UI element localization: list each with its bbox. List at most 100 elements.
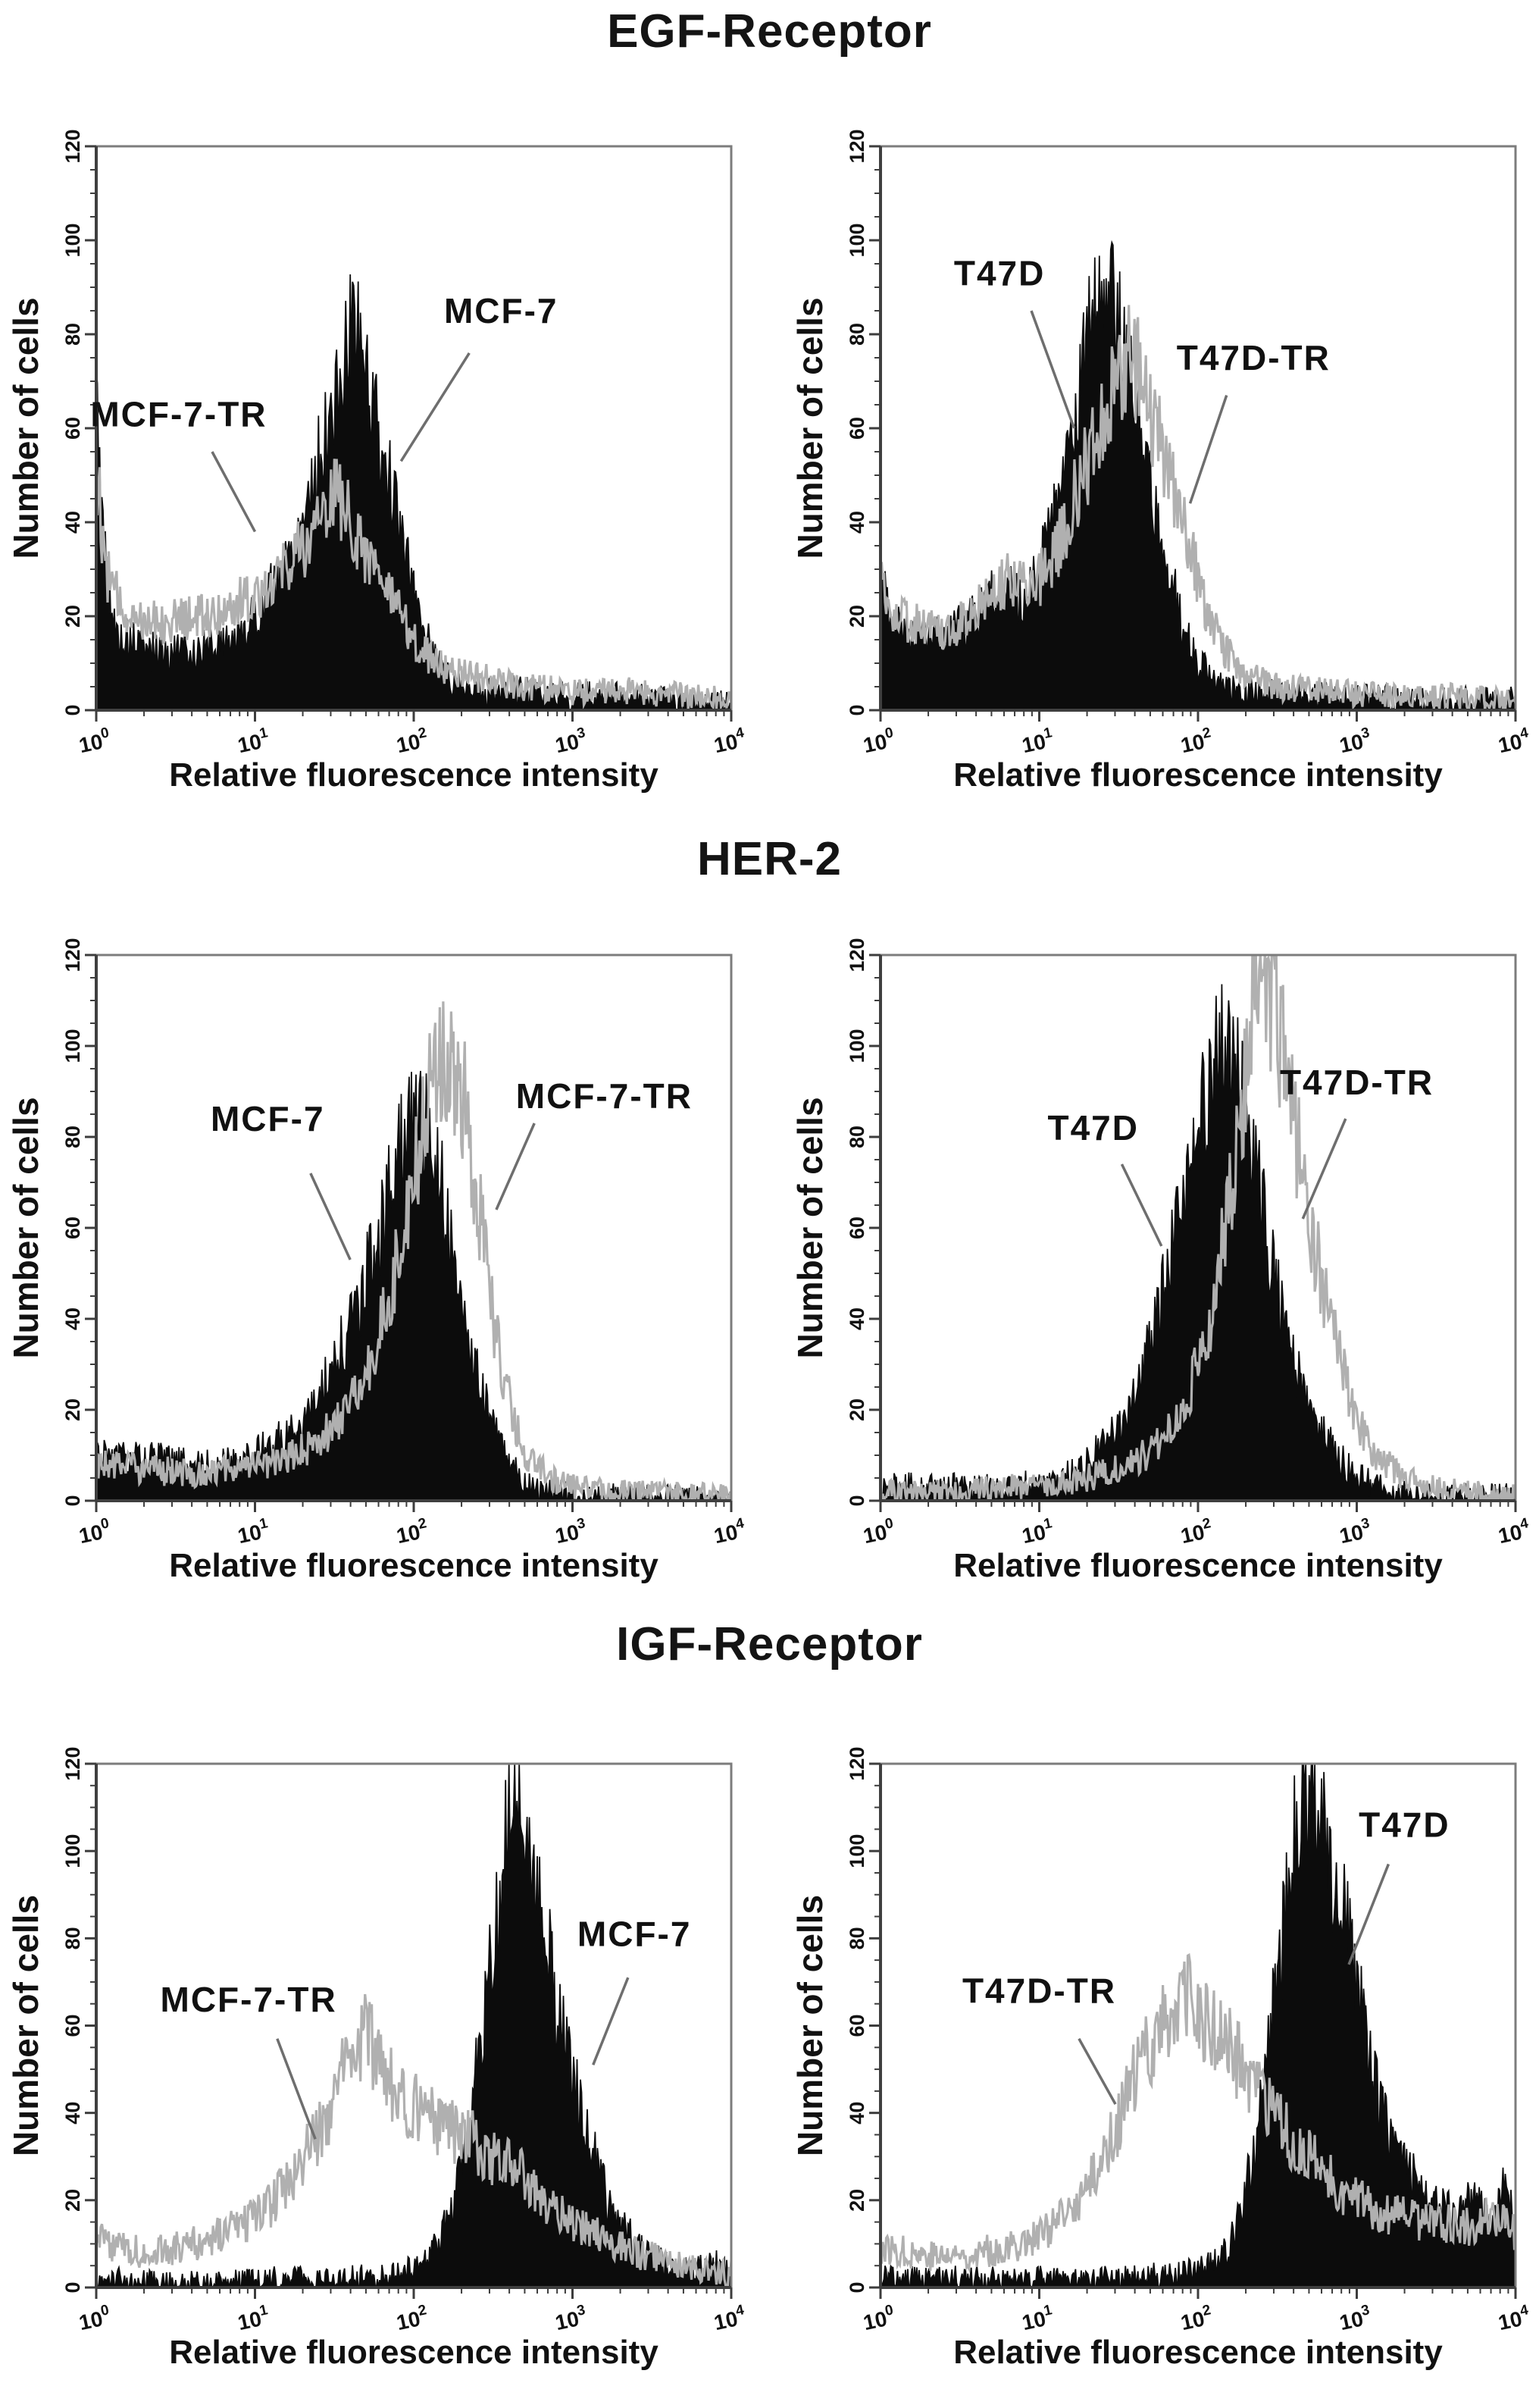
x-tick-label: 103 [1337, 725, 1373, 757]
x-tick-label: 102 [1178, 725, 1215, 757]
histogram-her2-mcf7: 0 20 40 60 80 100 120 100 101 102 103 104 Number of … [6, 938, 749, 1584]
y-tick-label: 120 [846, 1747, 868, 1781]
y-tick-label: 100 [61, 223, 84, 257]
x-axis-title: Relative fluorescence intensity [169, 1547, 658, 1584]
x-tick-label: 101 [235, 725, 272, 757]
annotation-line-T47D [1030, 310, 1076, 429]
y-tick-label: 20 [61, 1398, 84, 1421]
annotation-line-MCF-7-TR [211, 451, 257, 533]
y-tick-label: 40 [846, 1307, 868, 1330]
x-tick-label: 104 [1496, 2302, 1533, 2334]
series-filled-MCF-7 [96, 1070, 731, 1501]
series-filled-T47D [881, 1764, 1516, 2287]
y-tick-label: 80 [846, 323, 868, 346]
x-tick-label: 102 [394, 2302, 430, 2334]
y-tick-label: 40 [61, 1307, 84, 1330]
series-open-T47D-TR [881, 305, 1516, 710]
x-tick-label: 100 [77, 725, 113, 757]
annotation-label-MCF-7-TR: MCF-7-TR [161, 1980, 337, 2019]
series-open-MCF-7-TR [96, 1993, 731, 2287]
y-axis-title: Number of cells [790, 297, 830, 559]
y-tick-label: 100 [61, 1029, 84, 1063]
y-tick-label: 20 [61, 605, 84, 628]
y-tick-label: 20 [846, 1398, 868, 1421]
y-tick-label: 0 [61, 2281, 84, 2293]
x-tick-label: 100 [77, 2302, 113, 2334]
x-axis-title: Relative fluorescence intensity [169, 2334, 658, 2371]
histogram-igfr-mcf7: 0 20 40 60 80 100 120 100 101 102 103 104 Number of … [6, 1747, 749, 2371]
plot-area [881, 1764, 1516, 2287]
x-tick-label: 102 [394, 1515, 430, 1548]
x-tick-label: 101 [1019, 725, 1056, 757]
annotation-line-T47D-TR [1078, 2037, 1117, 2106]
annotation-line-T47D [1347, 1863, 1390, 1965]
y-tick-label: 20 [846, 2189, 868, 2212]
series-open-T47D-TR [881, 955, 1516, 1501]
x-tick-label: 102 [1178, 1515, 1215, 1548]
annotation-line-MCF-7-TR [276, 2038, 317, 2140]
annotation-label-MCF-7: MCF-7 [577, 1915, 692, 1954]
annotation-label-T47D: T47D [1047, 1108, 1138, 1148]
y-tick-label: 120 [61, 130, 84, 164]
series-filled-T47D [881, 984, 1516, 1501]
plot-area [881, 240, 1516, 710]
x-tick-label: 103 [552, 1515, 589, 1548]
y-tick-label: 120 [61, 1747, 84, 1781]
y-tick-label: 120 [846, 130, 868, 164]
x-tick-label: 103 [1337, 1515, 1373, 1548]
x-tick-label: 103 [1337, 2302, 1373, 2334]
x-tick-label: 104 [1496, 725, 1533, 757]
x-axis-title: Relative fluorescence intensity [953, 756, 1443, 794]
y-axis-title: Number of cells [6, 1097, 45, 1358]
panel-title-igf-receptor: IGF-Receptor [616, 1618, 923, 1671]
histogram-her2-t47d: 0 20 40 60 80 100 120 100 101 102 103 104 Number of … [790, 938, 1530, 1584]
histogram-egfr-t47d: 0 20 40 60 80 100 120 100 101 102 103 104 Number of … [790, 130, 1533, 794]
y-tick-label: 0 [846, 704, 868, 716]
plot-area [881, 955, 1516, 1501]
y-tick-label: 80 [61, 1126, 84, 1148]
plot-area [96, 274, 731, 710]
y-tick-label: 80 [846, 1927, 868, 1949]
y-tick-label: 100 [846, 1029, 868, 1063]
y-tick-label: 40 [846, 511, 868, 534]
y-axis-title: Number of cells [6, 297, 45, 559]
y-tick-label: 100 [846, 1834, 868, 1868]
x-tick-label: 103 [552, 725, 589, 757]
x-tick-label: 101 [235, 2302, 272, 2334]
y-tick-label: 80 [61, 1927, 84, 1949]
y-tick-label: 40 [61, 511, 84, 534]
series-filled-MCF-7 [96, 274, 731, 710]
x-tick-label: 104 [712, 1515, 749, 1548]
y-tick-label: 0 [61, 1495, 84, 1506]
annotation-line-T47D-TR [1188, 395, 1228, 504]
x-tick-label: 103 [552, 2302, 589, 2334]
plot-area [96, 1764, 731, 2287]
annotation-label-T47D-TR: T47D-TR [1177, 338, 1331, 377]
annotation-line-MCF-7 [399, 352, 471, 462]
y-tick-label: 60 [846, 417, 868, 440]
y-axis-title: Number of cells [6, 1895, 45, 2156]
x-tick-label: 102 [1178, 2302, 1215, 2334]
panel-title-egf-receptor: EGF-Receptor [607, 5, 932, 58]
annotation-line-T47D-TR [1301, 1118, 1347, 1220]
x-tick-label: 100 [861, 2302, 897, 2334]
x-tick-label: 104 [712, 2302, 749, 2334]
histogram-egfr-mcf7: 0 20 40 60 80 100 120 100 101 102 103 104 Number of … [6, 130, 746, 794]
annotation-line-T47D [1120, 1163, 1163, 1247]
annotation-label-MCF-7-TR: MCF-7-TR [90, 394, 267, 434]
x-axis-title: Relative fluorescence intensity [169, 756, 658, 794]
y-tick-label: 0 [846, 2281, 868, 2293]
x-tick-label: 102 [394, 725, 430, 757]
y-tick-label: 120 [846, 938, 868, 972]
y-tick-label: 60 [61, 1217, 84, 1239]
x-tick-label: 100 [861, 725, 897, 757]
x-axis-title: Relative fluorescence intensity [953, 2334, 1443, 2371]
x-tick-label: 100 [77, 1515, 113, 1548]
y-tick-label: 100 [846, 223, 868, 257]
series-open-MCF-7-TR [96, 459, 731, 710]
annotation-line-MCF-7-TR [495, 1123, 536, 1210]
annotation-line-MCF-7 [309, 1173, 352, 1260]
x-tick-label: 101 [235, 1515, 272, 1548]
y-tick-label: 60 [61, 417, 84, 440]
